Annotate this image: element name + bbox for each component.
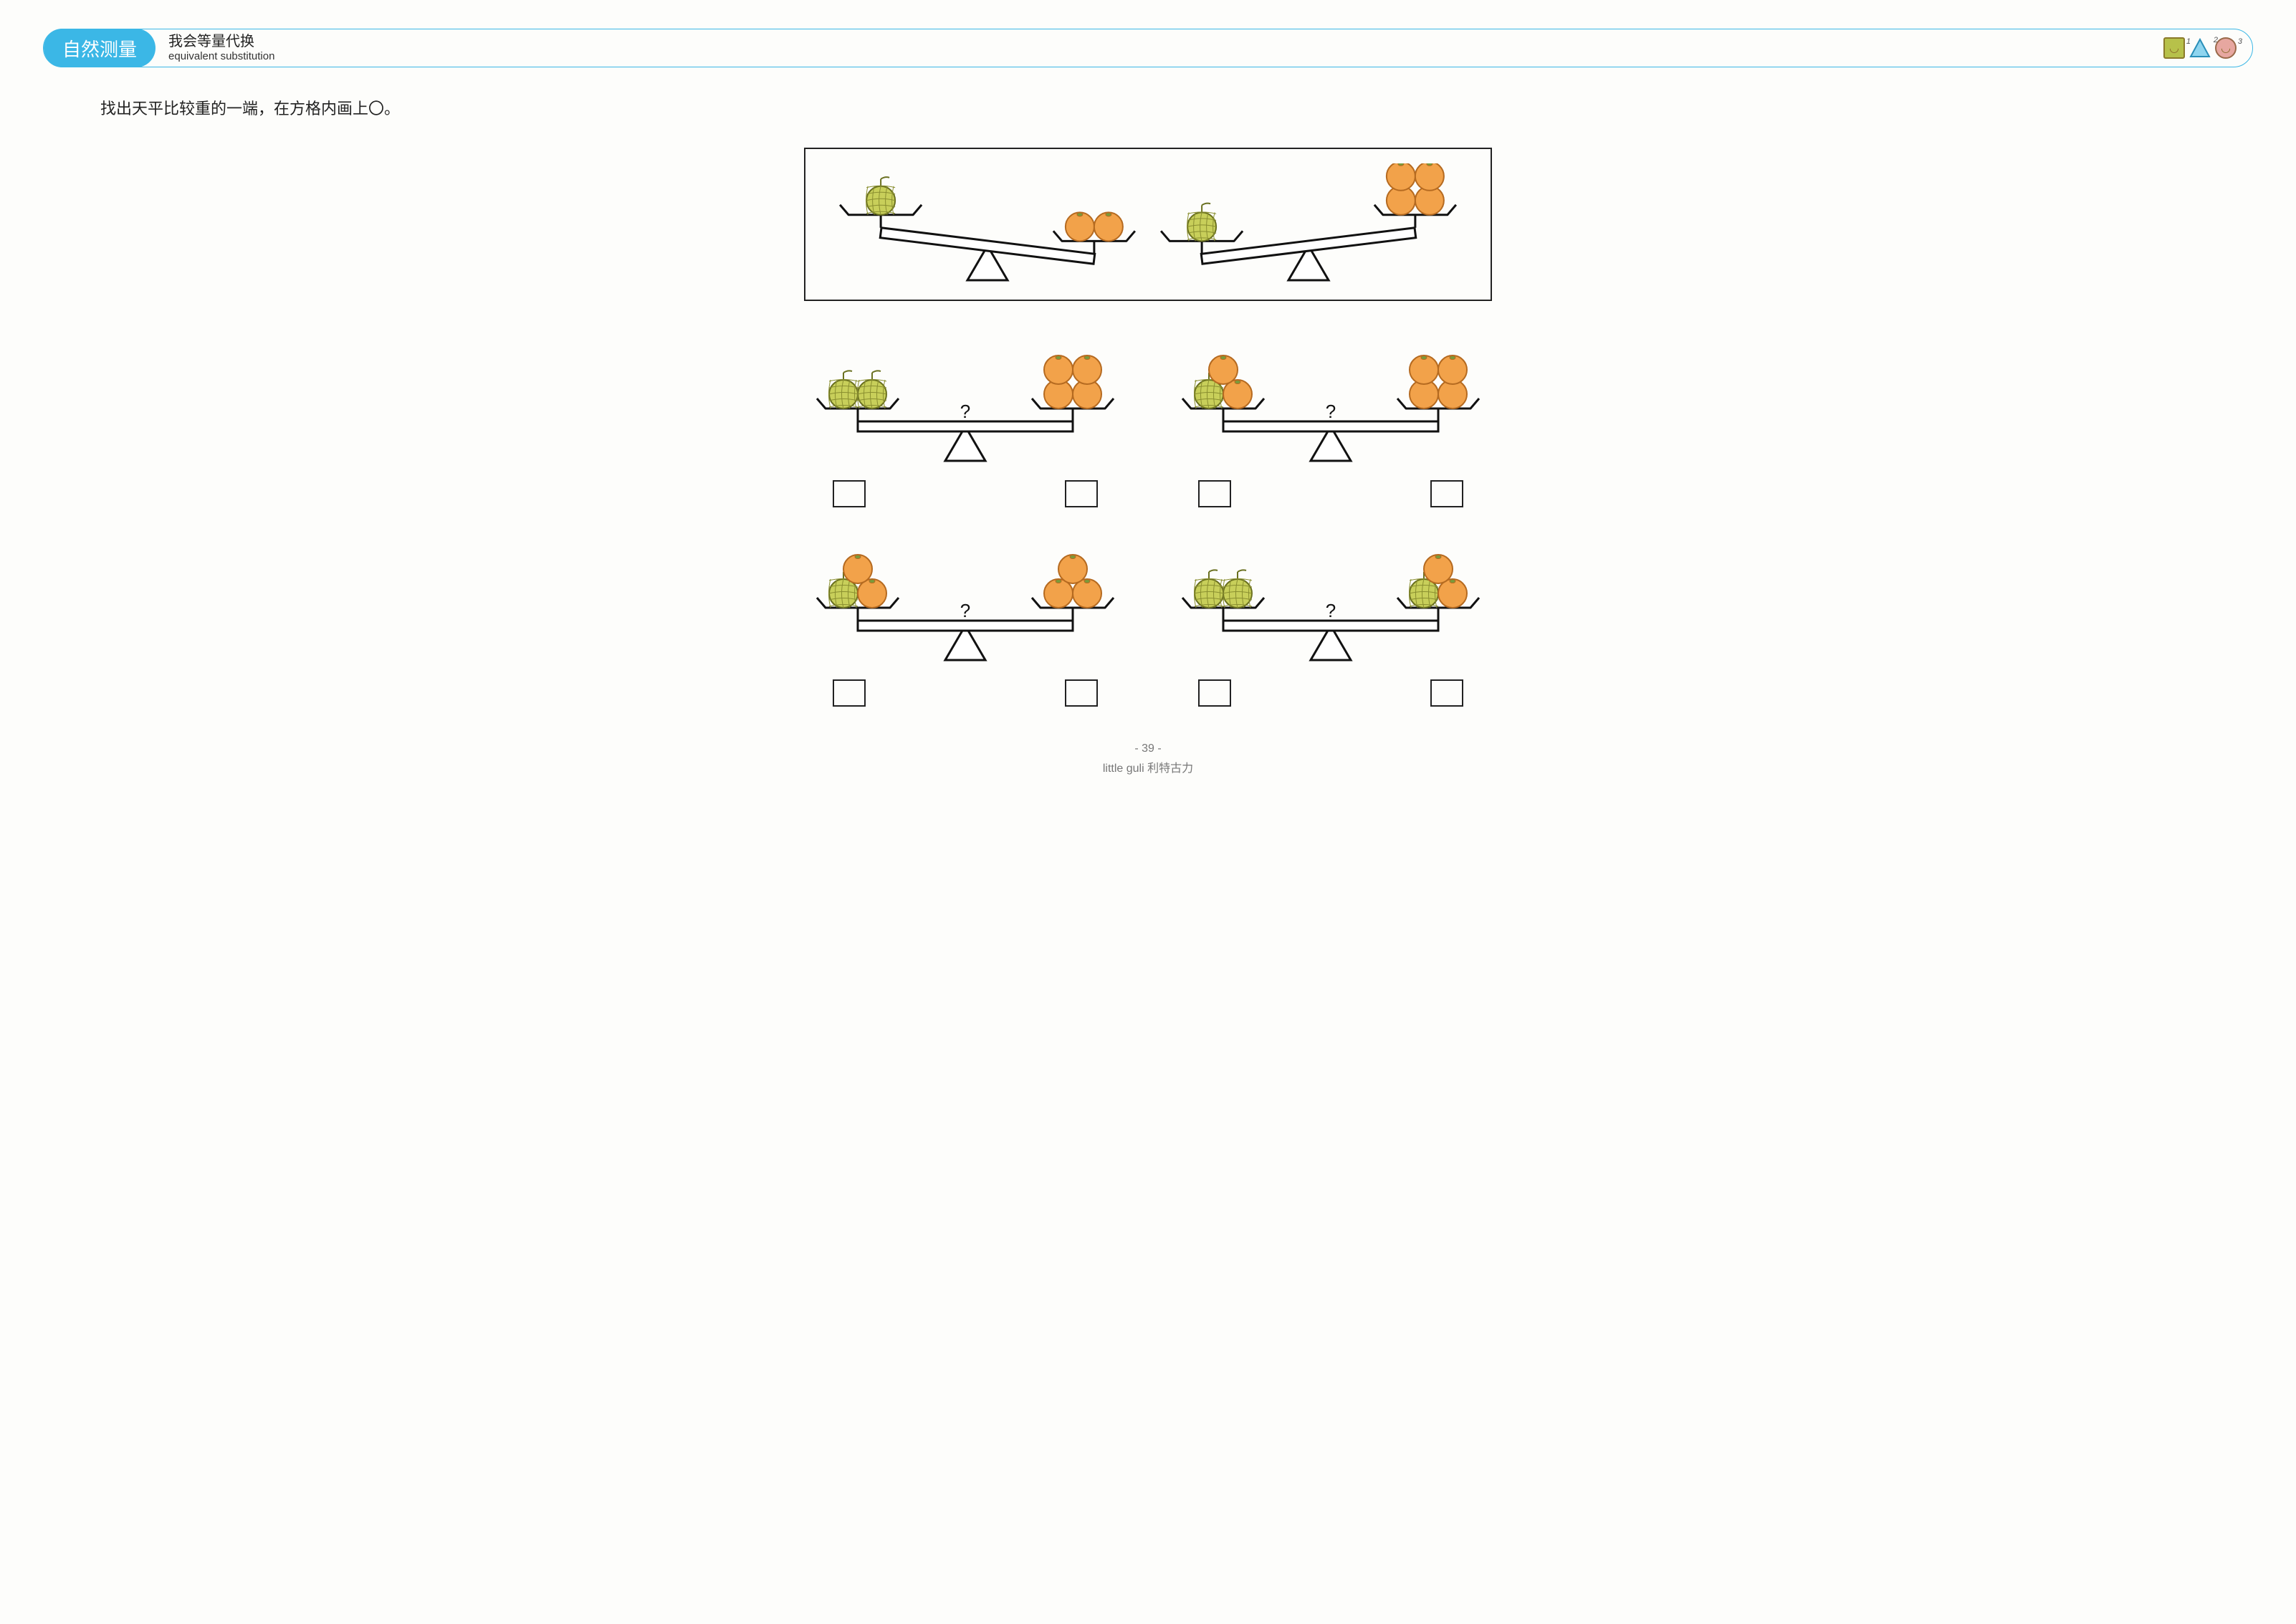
scale-pan bbox=[1182, 355, 1264, 421]
content: ? ? ? ? bbox=[804, 148, 1492, 707]
page-header: 自然测量 我会等量代换 equivalent substitution ◡ 1 … bbox=[43, 29, 2253, 67]
seed-icon: ◡ bbox=[2169, 41, 2179, 55]
scale-pan bbox=[817, 555, 899, 621]
legend-triangle-icon: 2 bbox=[2189, 37, 2211, 59]
melon-icon bbox=[1223, 570, 1253, 608]
scale-pan bbox=[840, 177, 922, 228]
orange-icon bbox=[1410, 355, 1438, 384]
svg-text:?: ? bbox=[1326, 401, 1336, 422]
reference-scale bbox=[837, 163, 1138, 292]
scale-pan bbox=[1032, 355, 1114, 421]
orange-icon bbox=[843, 555, 872, 583]
legend-square-icon: ◡ 1 bbox=[2163, 37, 2185, 59]
header-legend: ◡ 1 2 ◡ 3 bbox=[2163, 37, 2244, 59]
melon-icon bbox=[866, 177, 896, 215]
scale-pan bbox=[1397, 555, 1479, 621]
balance-scale-icon: ? bbox=[1180, 344, 1481, 473]
title-en: equivalent substitution bbox=[168, 50, 274, 62]
answer-box-right[interactable] bbox=[1430, 480, 1463, 507]
orange-icon bbox=[1058, 555, 1087, 583]
category-pill: 自然测量 bbox=[44, 29, 156, 67]
legend-num: 3 bbox=[2238, 37, 2242, 46]
orange-icon bbox=[1424, 555, 1453, 583]
orange-icon bbox=[1094, 212, 1123, 241]
problem-scale[interactable]: ? bbox=[1169, 344, 1492, 507]
orange-icon bbox=[1073, 355, 1101, 384]
orange-icon bbox=[1209, 355, 1238, 384]
seed-icon: ◡ bbox=[2221, 41, 2231, 55]
answer-box-left[interactable] bbox=[833, 480, 866, 507]
scale-pan bbox=[1374, 163, 1456, 228]
balance-scale-icon: ? bbox=[1180, 543, 1481, 672]
problem-scale[interactable]: ? bbox=[1169, 543, 1492, 707]
melon-icon bbox=[1187, 204, 1217, 242]
reference-box bbox=[804, 148, 1492, 301]
melon-icon bbox=[1195, 570, 1224, 608]
balance-scale-icon: ? bbox=[815, 344, 1116, 473]
answer-row bbox=[804, 480, 1127, 507]
orange-icon bbox=[1387, 163, 1415, 191]
scale-pan bbox=[1161, 204, 1243, 254]
scale-pan bbox=[1053, 212, 1135, 254]
scale-pan bbox=[817, 371, 899, 421]
answer-box-right[interactable] bbox=[1065, 679, 1098, 707]
orange-icon bbox=[1066, 212, 1094, 241]
scale-pan bbox=[1397, 355, 1479, 421]
answer-row bbox=[1169, 679, 1492, 707]
header-titles: 我会等量代换 equivalent substitution bbox=[168, 34, 274, 62]
answer-box-left[interactable] bbox=[1198, 679, 1231, 707]
page-number: - 39 - bbox=[43, 742, 2253, 755]
scale-svg-slot: ? bbox=[1180, 543, 1481, 672]
title-cn: 我会等量代换 bbox=[168, 34, 274, 50]
answer-box-left[interactable] bbox=[1198, 480, 1231, 507]
problem-scale[interactable]: ? bbox=[804, 543, 1127, 707]
melon-icon bbox=[829, 371, 858, 409]
balance-scale-icon: ? bbox=[815, 543, 1116, 672]
balance-scale-icon bbox=[837, 163, 1138, 292]
answer-row bbox=[804, 679, 1127, 707]
instruction-text: 找出天平比较重的一端，在方格内画上〇。 bbox=[100, 96, 2253, 119]
svg-text:?: ? bbox=[1326, 600, 1336, 621]
svg-text:?: ? bbox=[960, 401, 970, 422]
orange-icon bbox=[1438, 355, 1467, 384]
balance-scale-icon bbox=[1158, 163, 1459, 292]
legend-circle-icon: ◡ 3 bbox=[2215, 37, 2237, 59]
scale-svg-slot: ? bbox=[1180, 344, 1481, 473]
scale-svg-slot: ? bbox=[815, 344, 1116, 473]
brand-text: little guli 利特古力 bbox=[43, 758, 2253, 775]
category-text: 自然测量 bbox=[62, 35, 137, 62]
problem-scale[interactable]: ? bbox=[804, 344, 1127, 507]
answer-row bbox=[1169, 480, 1492, 507]
answer-box-left[interactable] bbox=[833, 679, 866, 707]
melon-icon bbox=[858, 371, 887, 409]
answer-box-right[interactable] bbox=[1065, 480, 1098, 507]
svg-text:?: ? bbox=[960, 600, 970, 621]
scale-svg-slot: ? bbox=[815, 543, 1116, 672]
reference-scale bbox=[1158, 163, 1459, 292]
scale-pan bbox=[1182, 570, 1264, 621]
problems-grid: ? ? ? ? bbox=[804, 344, 1492, 707]
scale-pan bbox=[1032, 555, 1114, 621]
answer-box-right[interactable] bbox=[1430, 679, 1463, 707]
orange-icon bbox=[1044, 355, 1073, 384]
page-footer: - 39 - little guli 利特古力 bbox=[43, 742, 2253, 775]
orange-icon bbox=[1415, 163, 1444, 191]
